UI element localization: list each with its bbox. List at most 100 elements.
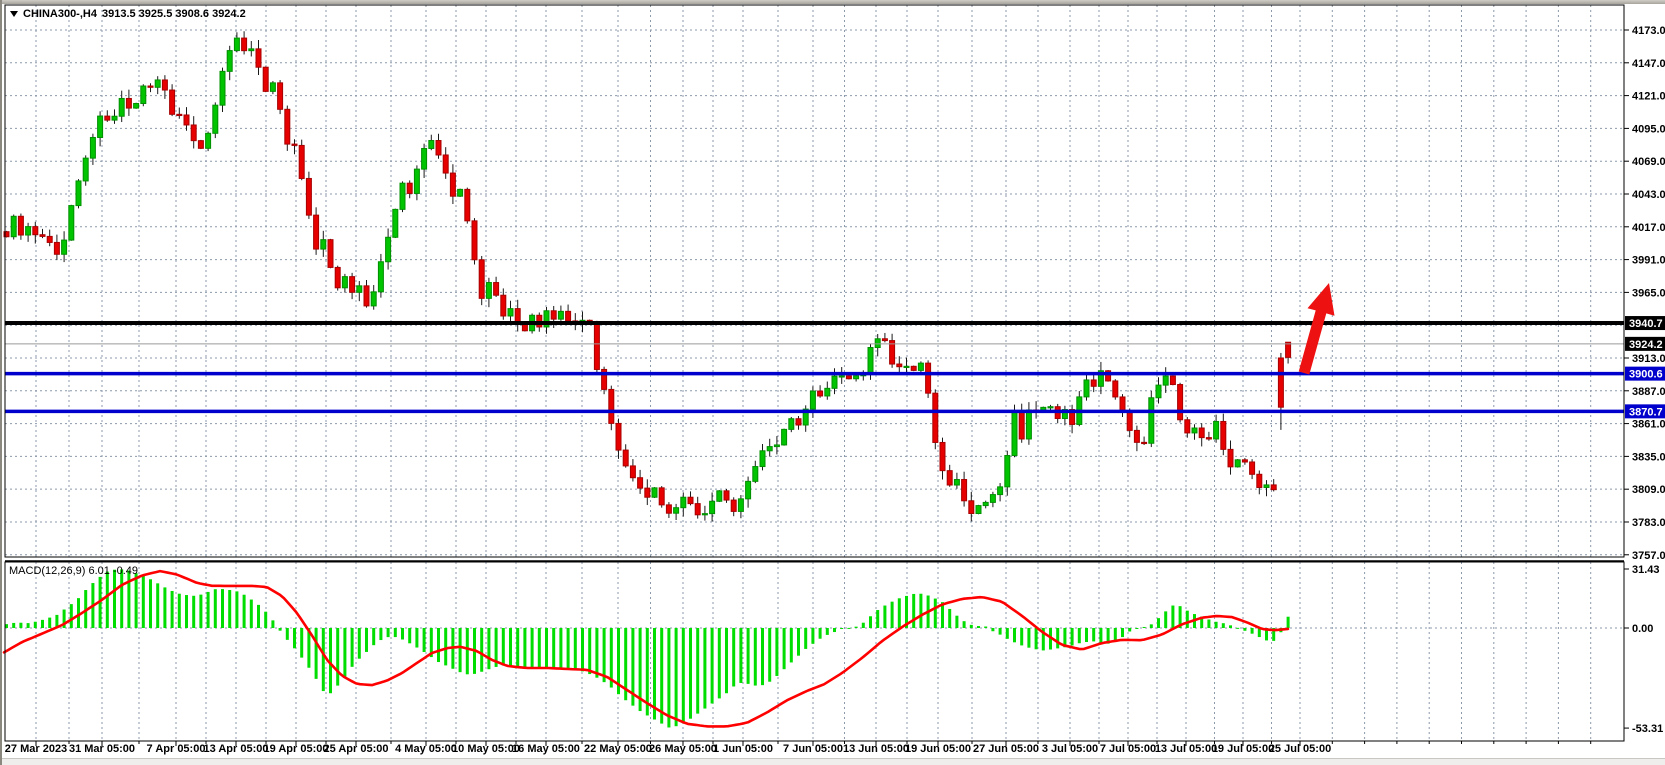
candle-body	[377, 261, 384, 293]
macd-bar	[55, 614, 59, 628]
macd-bar	[62, 609, 66, 628]
candle-body	[723, 490, 730, 501]
macd-bar	[257, 604, 260, 628]
macd-bar	[26, 623, 30, 628]
macd-bar	[861, 622, 865, 628]
time-tick-label: 1 Jun 05:00	[713, 743, 773, 755]
candle-body	[449, 172, 456, 197]
candle-body	[385, 236, 392, 263]
price-tick-label: 4147.0	[1632, 58, 1665, 70]
macd-bar	[1128, 628, 1132, 632]
symbol-dropdown-icon[interactable]	[10, 11, 18, 17]
macd-bar	[300, 628, 304, 658]
candle-body	[910, 365, 917, 371]
candle-body	[291, 143, 298, 146]
candle-body	[1285, 341, 1292, 358]
macd-bar	[825, 628, 829, 635]
candle-body	[709, 500, 716, 515]
macd-bar	[588, 628, 592, 675]
macd-bar	[818, 628, 822, 639]
price-badge	[1625, 366, 1665, 381]
macd-bar	[1063, 628, 1067, 648]
candle-body	[435, 140, 442, 156]
macd-bar	[854, 626, 858, 628]
macd-bar	[293, 628, 296, 649]
macd-bar	[386, 628, 390, 638]
macd-bar	[1157, 618, 1160, 628]
candle-body	[1011, 409, 1018, 457]
candles	[3, 31, 1292, 522]
macd-bar	[177, 593, 181, 628]
time-tick-label: 31 Mar 05:00	[69, 743, 135, 755]
candle-body	[46, 235, 53, 243]
candle-body	[629, 465, 636, 479]
macd-tick-label: 31.43	[1632, 564, 1660, 576]
price-tick-label: 3887.0	[1632, 386, 1665, 398]
candle-body	[17, 215, 24, 236]
up-arrow-annotation[interactable]	[1298, 283, 1335, 375]
candle-body	[183, 114, 190, 126]
macd-bar	[357, 628, 361, 659]
macd-bar	[105, 571, 109, 628]
macd-axis[interactable]: 31.43 0.00 -53.31	[1624, 564, 1663, 735]
candle-body	[759, 450, 766, 468]
macd-bar	[285, 628, 289, 640]
candle-body	[925, 362, 932, 394]
candle-body	[356, 285, 363, 293]
macd-bar	[1250, 628, 1254, 634]
price-tick-label: 4069.0	[1632, 156, 1665, 168]
time-tick-label: 7 Apr 05:00	[147, 743, 206, 755]
candle-body	[1205, 437, 1212, 440]
macd-bar	[566, 628, 570, 669]
macd-bar	[876, 610, 880, 628]
candle-body	[406, 182, 413, 194]
macd-bar	[149, 579, 152, 628]
candle-body	[896, 363, 903, 368]
candle-body	[939, 441, 946, 472]
macd-bar	[1272, 628, 1276, 641]
candle-body	[61, 239, 68, 255]
macd-bar	[1070, 628, 1074, 646]
candle-body	[413, 168, 420, 194]
price-tick-label: 3809.0	[1632, 484, 1665, 496]
candle-body	[716, 490, 723, 502]
time-tick-label: 13 Jul 05:00	[1155, 743, 1217, 755]
candle-body	[817, 390, 824, 397]
price-tick-label: 4095.0	[1632, 123, 1665, 135]
candle-body	[205, 132, 212, 149]
macd-bar	[235, 591, 239, 628]
candle-body	[140, 85, 147, 104]
macd-bar	[811, 628, 815, 644]
macd-bar	[242, 594, 246, 628]
time-tick-label: 4 May 05:00	[395, 743, 457, 755]
macd-bar	[480, 628, 484, 672]
candle-body	[212, 104, 219, 134]
time-tick-label: 25 Jul 05:00	[1269, 743, 1331, 755]
candle-body	[104, 115, 111, 121]
candle-body	[946, 470, 953, 486]
macd-bar	[350, 628, 354, 667]
macd-bar	[156, 583, 160, 628]
macd-bar	[134, 573, 138, 628]
candle-body	[464, 188, 471, 222]
price-badge-label: 3900.6	[1629, 369, 1663, 381]
candle-body	[766, 446, 773, 452]
candle-body	[565, 310, 572, 322]
candle-body	[457, 188, 464, 197]
time-tick-label: 19 Apr 05:00	[263, 743, 328, 755]
macd-bar	[1106, 628, 1110, 644]
candle-body	[1105, 370, 1112, 382]
macd-bar	[314, 628, 318, 679]
macd-bar	[890, 601, 894, 628]
time-tick-label: 7 Jun 05:00	[783, 743, 843, 755]
macd-bar	[761, 628, 764, 686]
price-axis[interactable]: 4173.0 4147.0 4121.0 4095.0 4069.0 4043.0 4017…	[1624, 25, 1665, 562]
candle-body	[831, 375, 838, 389]
macd-bar	[487, 628, 491, 670]
price-tick-label: 3965.0	[1632, 287, 1665, 299]
candle-body	[701, 513, 708, 516]
macd-bar	[264, 611, 268, 628]
